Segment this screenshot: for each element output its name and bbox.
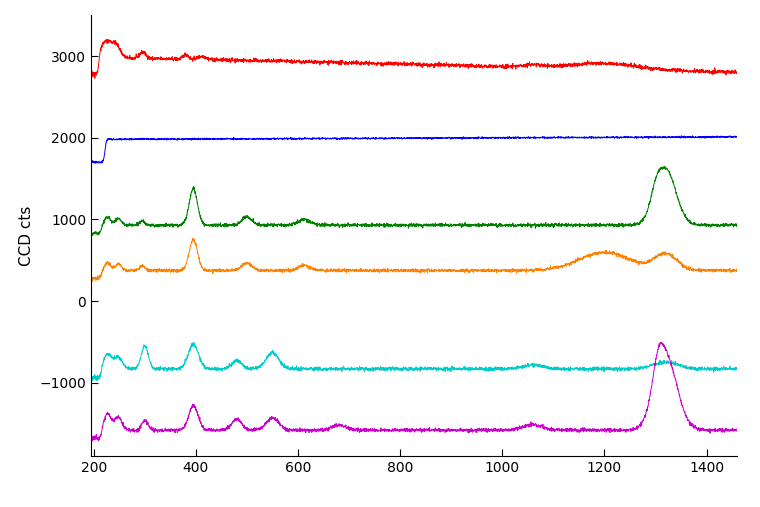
- Y-axis label: CCD cts: CCD cts: [19, 205, 34, 266]
